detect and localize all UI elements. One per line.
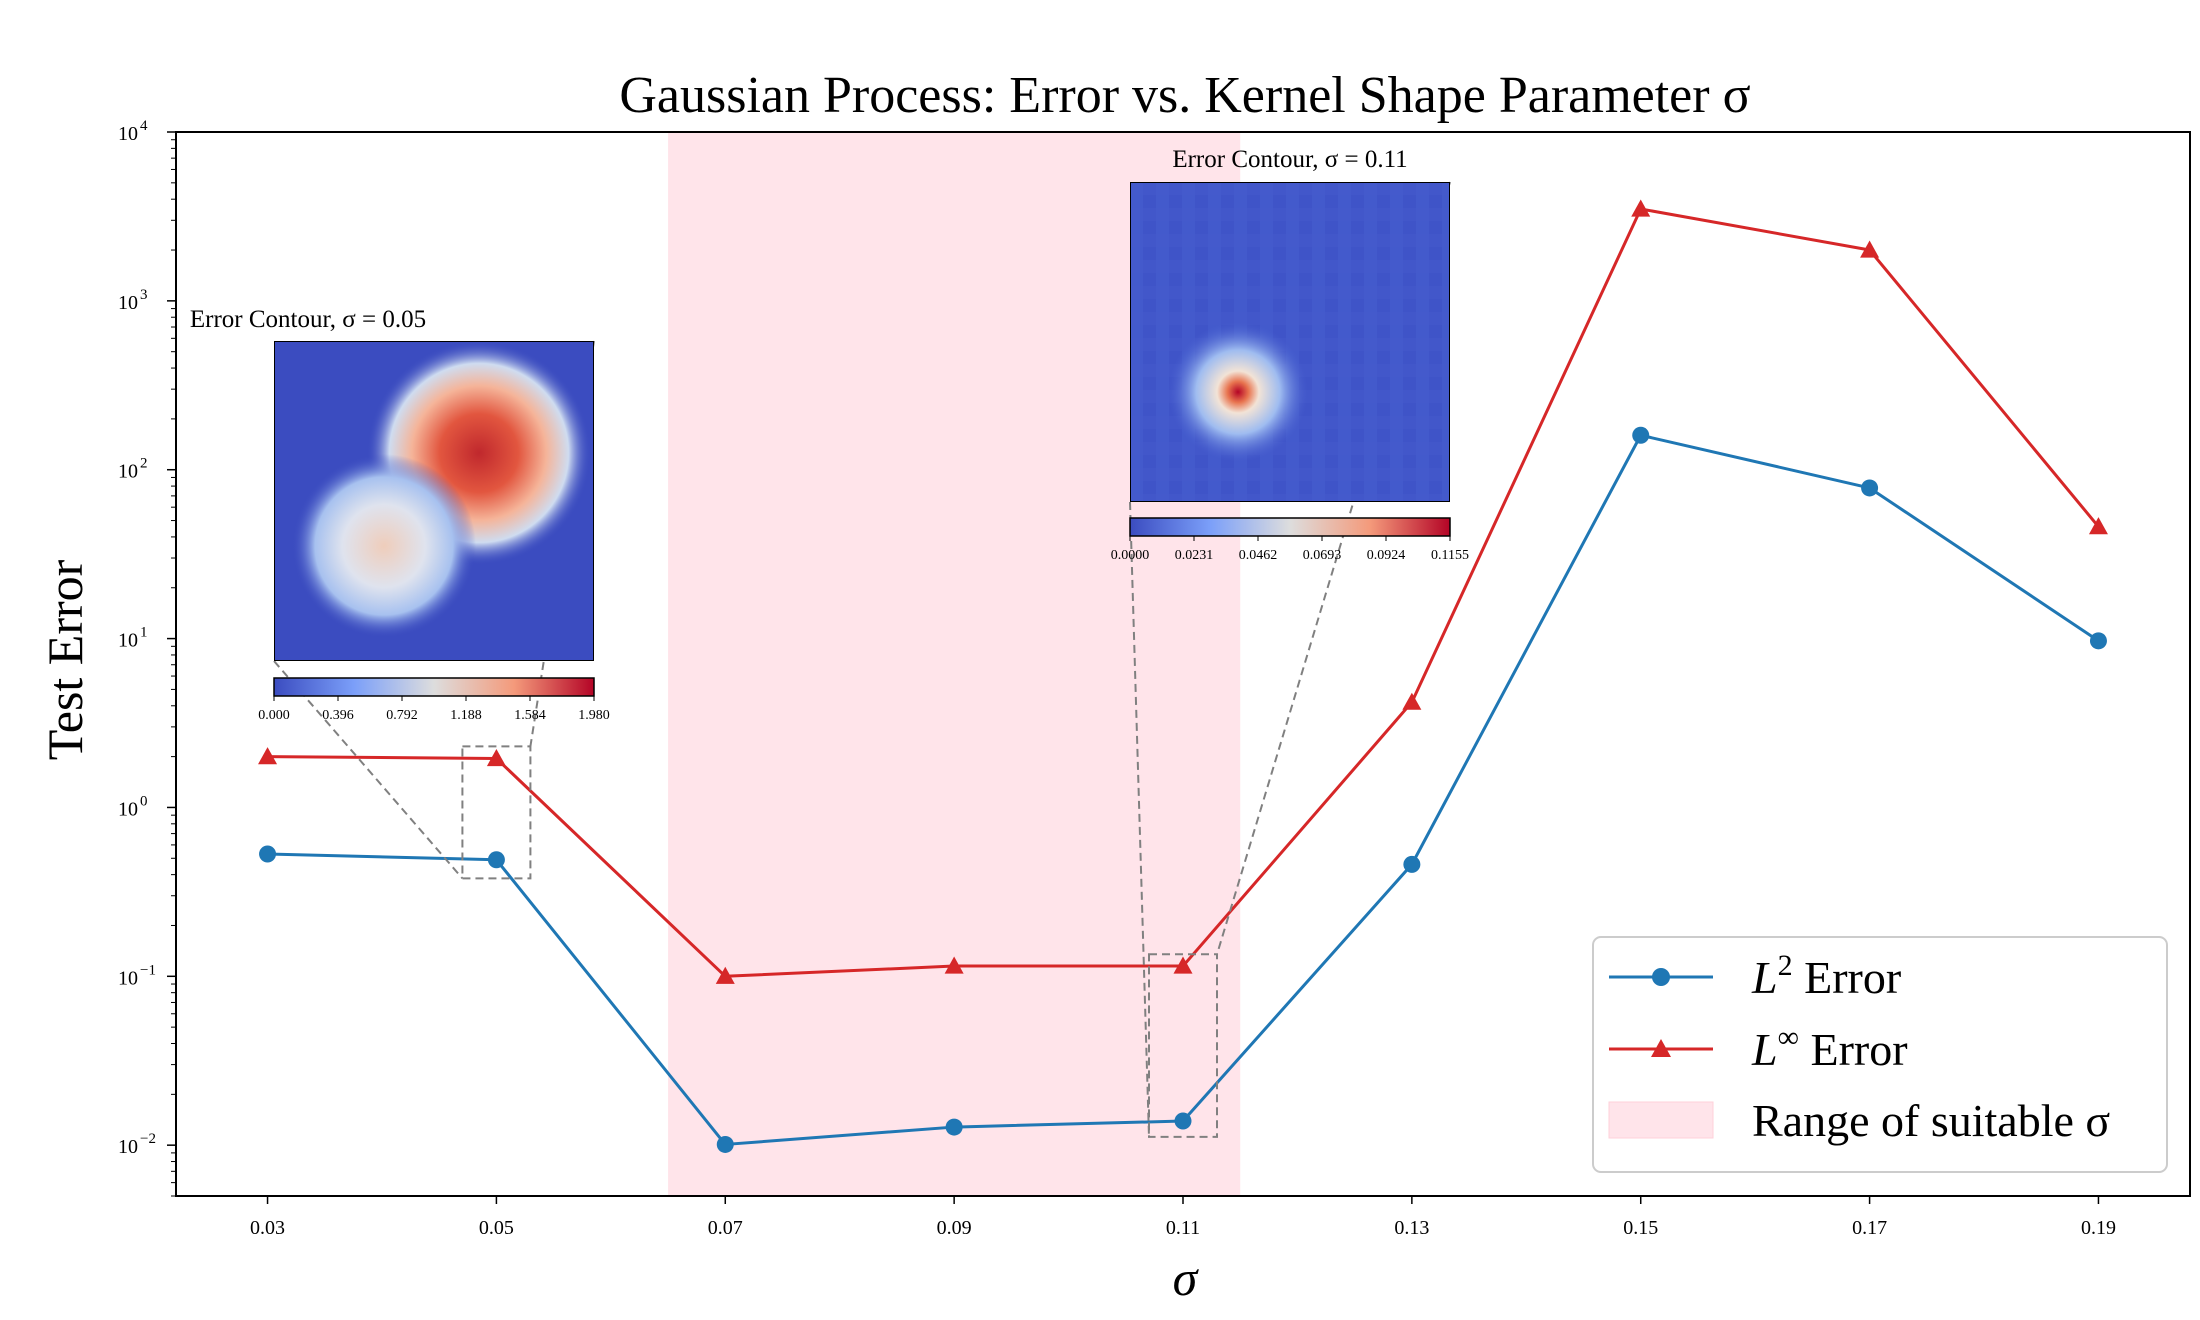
point-l2 — [1861, 479, 1879, 497]
colorbar-tick-label: 0.000 — [258, 708, 290, 723]
x-tick-label: 0.03 — [250, 1217, 285, 1239]
point-linf — [486, 748, 506, 767]
colorbar-tick-label: 0.792 — [386, 708, 418, 723]
x-tick-label: 0.09 — [937, 1217, 972, 1239]
y-axis-label: Test Error — [37, 559, 93, 760]
point-linf — [944, 956, 964, 974]
inset-2-colorbar-ticks: 0.0000 0.0231 0.0462 0.0693 0.0924 0.1155 — [1111, 536, 1469, 563]
point-linf — [2088, 517, 2108, 535]
y-tick-label: 10 — [118, 292, 138, 314]
legend-item-range: Range of suitable σ — [1608, 1095, 2110, 1146]
inset-2-title: Error Contour, σ = 0.11 — [1172, 146, 1407, 173]
zoom-box-2 — [1148, 953, 1218, 1138]
zoom-connector — [1129, 501, 1150, 1137]
x-tick-label: 0.13 — [1394, 1217, 1429, 1239]
chart-title: Gaussian Process: Error vs. Kernel Shape… — [619, 67, 1750, 124]
point-l2 — [1174, 1112, 1192, 1130]
point-linf — [1860, 240, 1880, 258]
colorbar-tick-label: 0.0693 — [1303, 548, 1342, 563]
point-linf — [258, 747, 278, 765]
legend: L2 Error L∞ Error Range of suitable σ — [1592, 936, 2168, 1173]
y-tick-exponent: −1 — [140, 962, 156, 978]
colorbar-tick-label: 0.396 — [322, 708, 354, 723]
point-l2 — [2089, 632, 2107, 650]
inset-2-heatmap — [1130, 182, 1450, 502]
point-l2 — [716, 1135, 734, 1153]
legend-shade-patch — [1608, 1101, 1714, 1139]
point-l2 — [1632, 426, 1650, 444]
x-tick-label: 0.07 — [708, 1217, 743, 1239]
legend-label-range: Range of suitable σ — [1752, 1095, 2110, 1146]
colorbar-tick-label: 1.980 — [578, 708, 610, 723]
colorbar-tick-label: 0.0924 — [1367, 548, 1406, 563]
y-tick-exponent: 3 — [140, 287, 148, 303]
legend-item-l2: L2 Error — [1609, 949, 1901, 1003]
y-tick-label: 10 — [118, 1136, 138, 1158]
zoom-connector — [273, 660, 464, 880]
y-tick-exponent: 4 — [140, 118, 148, 134]
legend-item-linf: L∞ Error — [1609, 1021, 1908, 1075]
point-l2 — [487, 851, 505, 869]
x-axis-label: σ — [1173, 1250, 1200, 1306]
x-tick-label: 0.11 — [1166, 1217, 1200, 1239]
point-linf — [1402, 692, 1422, 710]
y-tick-label: 10 — [118, 461, 138, 483]
colorbar-tick-label: 1.584 — [514, 708, 546, 723]
colorbar-tick-label: 1.188 — [450, 708, 482, 723]
y-tick-exponent: 0 — [140, 793, 148, 809]
series-layer — [258, 199, 2108, 1153]
inset-1-colorbar-ticks: 0.000 0.396 0.792 1.188 1.584 1.980 — [258, 696, 610, 723]
legend-label-linf: L∞ Error — [1751, 1021, 1908, 1075]
x-tick-label: 0.19 — [2081, 1217, 2116, 1239]
y-tick-label: 10 — [118, 967, 138, 989]
colorbar-tick-label: 0.0231 — [1175, 548, 1214, 563]
legend-label-l2: L2 Error — [1751, 949, 1901, 1003]
inset-sigma-005: Error Contour, σ = 0.05 0.000 0.396 0.792 1… — [190, 306, 610, 723]
inset-1-title: Error Contour, σ = 0.05 — [190, 306, 426, 333]
point-l2 — [1403, 855, 1421, 873]
inset-2-hot-spot — [1168, 322, 1308, 462]
x-axis-ticks: 0.03 0.05 0.07 0.09 0.11 0.13 0.15 0.17 0.19 — [250, 1196, 2116, 1239]
inset-2-colorbar — [1129, 517, 1451, 537]
point-l2 — [945, 1118, 963, 1136]
inset-1-warm-spot — [292, 454, 476, 638]
inset-sigma-011: Error Contour, σ = 0.11 0.0000 0.0231 0.04… — [1111, 146, 1469, 563]
y-tick-label: 10 — [118, 123, 138, 145]
legend-circle-marker — [1652, 968, 1670, 986]
y-tick-exponent: 2 — [140, 456, 148, 472]
colorbar-tick-label: 0.0000 — [1111, 548, 1150, 563]
colorbar-tick-label: 0.0462 — [1239, 548, 1278, 563]
point-linf — [715, 966, 735, 984]
legend-box — [1592, 936, 2168, 1173]
point-linf — [1173, 956, 1193, 974]
point-linf — [1631, 199, 1651, 217]
legend-triangle-marker — [1651, 1039, 1671, 1057]
x-tick-label: 0.17 — [1852, 1217, 1887, 1239]
y-tick-label: 10 — [118, 798, 138, 820]
point-l2 — [259, 845, 277, 863]
x-tick-label: 0.05 — [479, 1217, 514, 1239]
inset-1-heatmap — [274, 341, 594, 661]
y-tick-exponent: −2 — [140, 1131, 156, 1147]
y-tick-label: 10 — [118, 630, 138, 652]
inset-1-colorbar — [273, 677, 595, 697]
x-tick-label: 0.15 — [1623, 1217, 1658, 1239]
colorbar-tick-label: 0.1155 — [1431, 548, 1469, 563]
y-tick-exponent: 1 — [140, 625, 148, 641]
zoom-box-1 — [461, 745, 532, 880]
